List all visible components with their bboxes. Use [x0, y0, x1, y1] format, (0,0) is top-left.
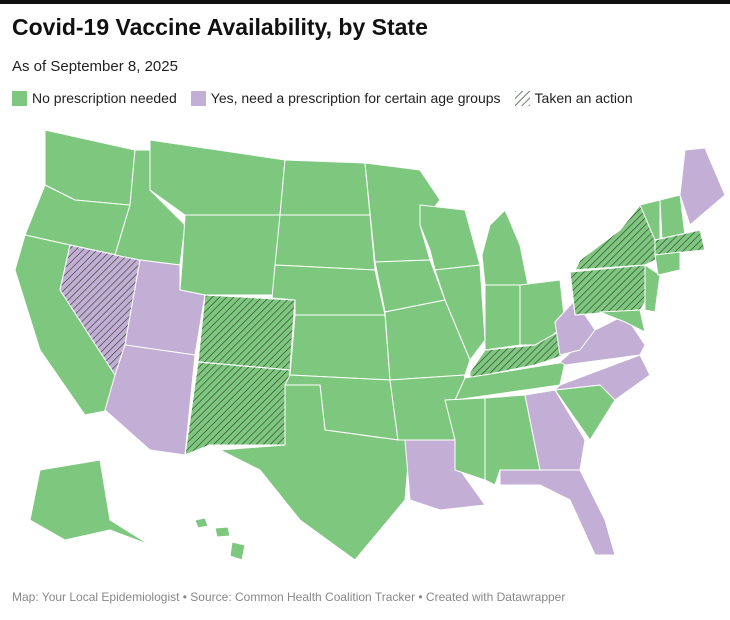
- state: [214, 526, 231, 538]
- state: [654, 251, 681, 276]
- us-map: [14, 129, 726, 561]
- state: [444, 397, 486, 481]
- state: [194, 517, 209, 529]
- legend-label: No prescription needed: [32, 90, 177, 106]
- subtitle: As of September 8, 2025: [12, 58, 178, 75]
- state: [434, 264, 486, 361]
- states: [14, 129, 726, 561]
- legend-item: No prescription needed: [12, 90, 177, 106]
- legend-item: Taken an action: [514, 90, 633, 106]
- state: [599, 309, 646, 333]
- state: [104, 344, 196, 456]
- title: Covid-19 Vaccine Availability, by State: [12, 14, 428, 40]
- legend: No prescription needed Yes, need a presc…: [12, 90, 633, 106]
- action-hatch: [654, 229, 706, 256]
- legend-item: Yes, need a prescription for certain age…: [190, 90, 501, 106]
- legend-swatch: [514, 90, 530, 106]
- state: [499, 469, 616, 556]
- state: [644, 264, 661, 313]
- legend-swatch: [190, 90, 206, 106]
- legend-label: Yes, need a prescription for certain age…: [210, 90, 501, 106]
- state: [219, 384, 411, 561]
- legend-swatch: [12, 90, 27, 106]
- state: [554, 299, 596, 356]
- state: [289, 314, 391, 381]
- footer: Map: Your Local Epidemiologist • Source:…: [12, 590, 566, 604]
- state: [384, 299, 471, 381]
- state: [279, 159, 371, 216]
- top-bar: [0, 0, 730, 4]
- state: [29, 459, 151, 546]
- state: [179, 214, 281, 296]
- state: [679, 147, 726, 226]
- state: [149, 139, 286, 216]
- action-hatch: [197, 294, 296, 371]
- state: [481, 209, 529, 286]
- action-hatch: [184, 361, 291, 456]
- state: [484, 284, 521, 351]
- state: [659, 194, 686, 241]
- state: [524, 389, 586, 471]
- legend-label: Taken an action: [534, 90, 633, 106]
- state: [274, 214, 376, 271]
- action-hatch: [569, 264, 651, 316]
- state: [229, 541, 246, 561]
